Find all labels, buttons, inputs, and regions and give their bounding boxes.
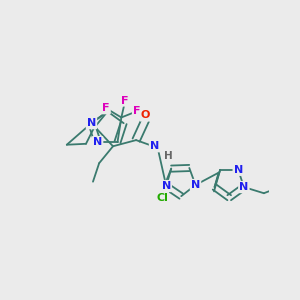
Text: F: F <box>122 95 129 106</box>
Text: N: N <box>150 141 159 151</box>
Text: O: O <box>141 110 150 121</box>
Text: Cl: Cl <box>156 193 168 203</box>
Text: N: N <box>191 180 200 190</box>
Text: F: F <box>133 106 140 116</box>
Text: N: N <box>87 118 96 128</box>
Text: N: N <box>239 182 248 192</box>
Text: F: F <box>102 103 110 113</box>
Text: N: N <box>234 165 243 175</box>
Text: N: N <box>162 181 171 191</box>
Text: H: H <box>164 151 173 160</box>
Text: N: N <box>93 137 102 147</box>
